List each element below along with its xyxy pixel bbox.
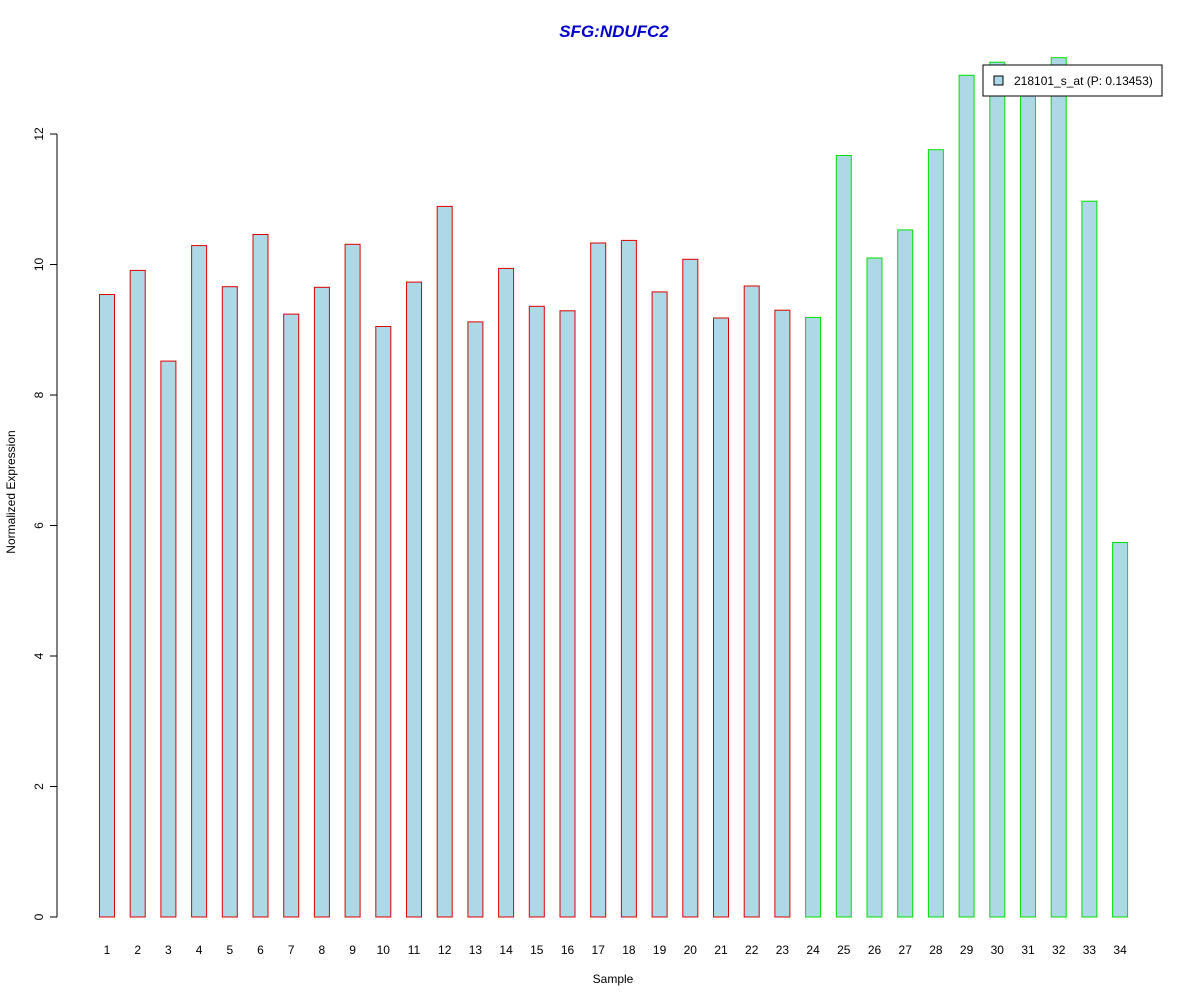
legend-box: [982, 64, 1163, 97]
x-axis-tick-label: 17: [592, 943, 606, 957]
x-axis-tick-label: 32: [1052, 943, 1066, 957]
x-axis-tick-label: 3: [165, 943, 172, 957]
x-axis-tick-label: 1: [104, 943, 111, 957]
bar-sample-8: [313, 286, 330, 918]
x-axis-tick-labels: 1 2 3 4 5 6 7 8 9 10 11 12 13 14 15 16 17 18 19 20 21 22 23 24 2…: [104, 943, 1127, 957]
x-axis-tick-label: 27: [899, 943, 913, 957]
x-axis-tick-label: 24: [806, 943, 820, 957]
y-axis: 0 2 4 6 8 10 12: [32, 127, 58, 920]
x-axis-tick-label: 9: [349, 943, 356, 957]
legend-label: 218101_s_at (P: 0.13453): [1014, 74, 1153, 88]
x-axis-tick-label: 2: [134, 943, 141, 957]
x-axis-tick-label: 20: [684, 943, 698, 957]
x-axis-tick-label: 23: [776, 943, 790, 957]
bar-sample-6: [252, 234, 269, 918]
legend-swatch: [993, 75, 1004, 86]
y-axis-tick-label: 4: [32, 652, 46, 659]
x-axis-tick-label: 18: [622, 943, 636, 957]
bar-sample-3: [160, 360, 177, 918]
y-axis-tick-label: 8: [32, 391, 46, 398]
bar-sample-21: [713, 317, 729, 918]
x-axis-tick-label: 28: [929, 943, 943, 957]
x-axis-tick-label: 14: [499, 943, 513, 957]
bar-sample-4: [191, 245, 208, 918]
bar-sample-29: [958, 74, 975, 918]
x-axis-tick-label: 16: [561, 943, 575, 957]
bar-sample-19: [651, 291, 668, 918]
x-axis-tick-label: 6: [257, 943, 264, 957]
bar-sample-33: [1081, 200, 1098, 918]
x-axis-tick-label: 26: [868, 943, 882, 957]
x-axis-tick-label: 25: [837, 943, 851, 957]
bar-sample-2: [129, 269, 146, 918]
x-axis-tick-label: 8: [319, 943, 326, 957]
bars-group: [99, 57, 1129, 918]
bar-sample-27: [897, 229, 914, 918]
bar-sample-22: [743, 285, 760, 918]
x-axis-tick-label: 10: [377, 943, 391, 957]
chart-title: SFG:NDUFC2: [559, 22, 669, 41]
bar-sample-11: [406, 281, 422, 918]
bar-sample-28: [927, 149, 944, 918]
y-axis-tick-label: 0: [32, 913, 46, 920]
bar-sample-14: [498, 267, 515, 918]
x-axis-tick-label: 22: [745, 943, 759, 957]
x-axis-tick-label: 13: [469, 943, 483, 957]
x-axis-label: Sample: [593, 972, 634, 986]
bar-sample-20: [682, 258, 699, 918]
bar-sample-30: [989, 61, 1006, 918]
bar-sample-31: [1020, 78, 1036, 918]
x-axis-tick-label: 30: [991, 943, 1005, 957]
bar-sample-24: [805, 316, 822, 918]
bar-sample-1: [99, 294, 115, 918]
bar-sample-25: [835, 155, 852, 918]
x-axis-tick-label: 19: [653, 943, 667, 957]
x-axis-tick-label: 5: [226, 943, 233, 957]
y-axis-tick-label: 10: [32, 258, 46, 272]
x-axis-tick-label: 31: [1021, 943, 1035, 957]
x-axis-tick-label: 12: [438, 943, 452, 957]
bar-sample-10: [375, 326, 392, 918]
bar-sample-16: [559, 310, 576, 918]
x-axis-tick-label: 34: [1113, 943, 1127, 957]
x-axis-tick-label: 33: [1083, 943, 1097, 957]
x-axis-tick-label: 29: [960, 943, 974, 957]
x-axis-tick-label: 21: [714, 943, 728, 957]
legend: 218101_s_at (P: 0.13453): [982, 64, 1163, 97]
bar-sample-34: [1112, 542, 1129, 918]
y-axis-tick-label: 6: [32, 522, 46, 529]
y-axis-tick-label: 2: [32, 783, 46, 790]
bar-sample-15: [528, 305, 545, 918]
bar-sample-5: [221, 286, 238, 918]
y-axis-tick-label: 12: [32, 127, 46, 141]
x-axis-tick-label: 15: [530, 943, 544, 957]
bar-sample-26: [866, 257, 883, 918]
y-axis-label: Normalized Expression: [4, 430, 18, 553]
bar-sample-23: [774, 309, 791, 918]
bar-sample-9: [344, 243, 361, 918]
x-axis-tick-label: 4: [196, 943, 203, 957]
bar-sample-18: [620, 239, 637, 918]
bar-sample-32: [1050, 57, 1067, 918]
bar-sample-13: [467, 321, 484, 918]
bar-sample-17: [590, 242, 607, 918]
x-axis-tick-label: 7: [288, 943, 295, 957]
bar-sample-12: [436, 205, 453, 918]
bar-sample-7: [283, 313, 300, 918]
x-axis-tick-label: 11: [408, 943, 421, 957]
